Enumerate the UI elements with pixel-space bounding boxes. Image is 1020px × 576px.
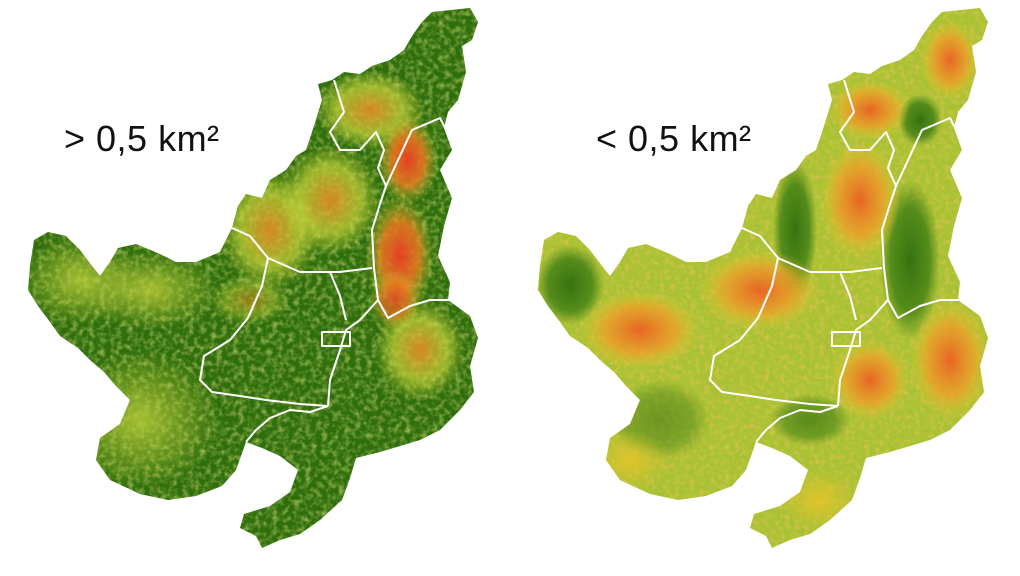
map-panel-large-areas: > 0,5 km² xyxy=(0,0,510,576)
area-size-label: > 0,5 km² xyxy=(64,118,220,159)
region-map-small-areas[interactable] xyxy=(510,0,1020,576)
region-map-large-areas[interactable] xyxy=(0,0,510,576)
district-boundaries xyxy=(199,79,450,443)
map-fill xyxy=(28,8,478,548)
map-fill xyxy=(538,8,988,548)
district-boundaries xyxy=(709,79,960,443)
map-panel-small-areas: < 0,5 km² xyxy=(510,0,1020,576)
area-size-label: < 0,5 km² xyxy=(596,118,752,159)
